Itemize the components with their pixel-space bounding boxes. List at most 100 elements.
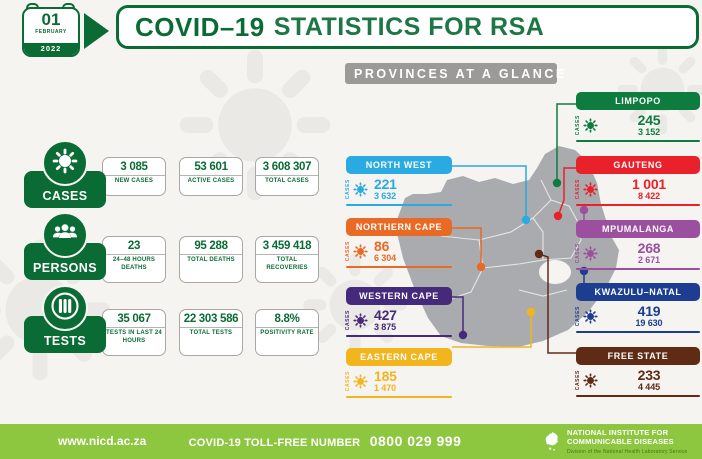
province-card-mpumalanga: MPUMALANGA CASES 268 2 671 (575, 220, 700, 270)
website-url: www.nicd.ac.za (58, 434, 147, 448)
cases-caption: CASES (345, 241, 351, 262)
cases-caption: CASES (575, 306, 581, 327)
province-underline (346, 396, 452, 398)
cases-caption: CASES (575, 115, 581, 136)
stat-label: POSITIVITY RATE (260, 330, 314, 336)
province-underline (346, 335, 452, 337)
stat-box: 53 601 ACTIVE CASES (179, 157, 243, 196)
province-new-cases: 86 (374, 237, 390, 254)
province-new-cases: 419 (637, 302, 661, 319)
summary-row-tests: TESTS 35 067 TESTS IN LAST 24 HOURS 22 3… (24, 285, 340, 365)
tollfree-label: COVID-19 TOLL-FREE NUMBER (188, 437, 361, 449)
stat-value: 35 067 (103, 310, 165, 328)
province-new-cases: 221 (374, 175, 397, 192)
stat-value: 53 601 (180, 158, 242, 176)
stat-box: 3 085 NEW CASES (102, 157, 166, 196)
virus-icon (353, 244, 368, 259)
province-underline (346, 266, 452, 268)
stat-label: TOTAL TESTS (189, 330, 233, 336)
summary-panel: CASES 3 085 NEW CASES 53 601 ACTIVE CASE… (24, 0, 344, 459)
virus-icon (583, 182, 598, 197)
province-name: EASTERN CAPE (346, 348, 452, 366)
stat-label: TOTAL CASES (265, 178, 309, 184)
stat-label: ACTIVE CASES (187, 178, 235, 184)
stat-value: 8.8% (256, 310, 318, 328)
province-name: FREE STATE (576, 347, 700, 365)
province-name: GAUTENG (576, 156, 700, 174)
date-day: 01 (41, 10, 61, 29)
province-card-free-state: FREE STATE CASES 233 4 445 (575, 347, 700, 397)
virus-icon (353, 374, 368, 389)
province-card-western-cape: WESTERN CAPE CASES 427 3 875 (345, 287, 452, 337)
cases-caption: CASES (345, 371, 351, 392)
test-bars-icon (50, 291, 80, 326)
province-underline (576, 331, 700, 333)
province-new-cases: 268 (637, 239, 661, 256)
summary-badge-label: PERSONS (33, 261, 97, 275)
province-card-northern-cape: NORTHERN CAPE CASES 86 6 304 (345, 218, 452, 268)
province-active-cases: 3 875 (374, 322, 397, 333)
stat-label: NEW CASES (114, 178, 154, 184)
org-tagline: Division of the National Health Laborato… (567, 448, 688, 455)
org-name: NATIONAL INSTITUTE FOR COMMUNICABLE DISE… (567, 428, 674, 447)
date-month: FEBRUARY (35, 28, 67, 35)
stat-value: 22 303 586 (180, 310, 242, 328)
stat-label: TOTAL RECOVERIES (266, 257, 308, 271)
province-underline (346, 204, 452, 206)
virus-icon (583, 373, 598, 388)
stat-box: 35 067 TESTS IN LAST 24 HOURS (102, 309, 166, 356)
province-new-cases: 1 001 (631, 175, 667, 192)
province-new-cases: 185 (374, 367, 397, 384)
summary-badge: CASES (24, 140, 106, 208)
page-title: COVID–19 STATISTICS FOR RSA (116, 5, 699, 49)
province-name: MPUMALANGA (576, 220, 700, 238)
summary-badge: TESTS (24, 285, 106, 353)
province-name: LIMPOPO (576, 92, 700, 110)
stat-value: 23 (103, 237, 165, 255)
tollfree-info: COVID-19 TOLL-FREE NUMBER 0800 029 999 (175, 433, 475, 451)
province-active-cases: 3 152 (637, 127, 661, 138)
nicd-logo: NATIONAL INSTITUTE FOR COMMUNICABLE DISE… (543, 428, 697, 458)
stat-value: 3 085 (103, 158, 165, 176)
province-card-north-west: NORTH WEST CASES 221 3 632 (345, 156, 452, 206)
virus-watermark (300, 250, 410, 365)
province-name: NORTH WEST (346, 156, 452, 174)
province-active-cases: 6 304 (374, 253, 397, 264)
virus-icon (583, 118, 598, 133)
province-new-cases: 245 (637, 111, 661, 128)
province-new-cases: 233 (637, 366, 661, 383)
province-underline (576, 268, 700, 270)
virus-icon (353, 313, 368, 328)
summary-badge-label: TESTS (43, 334, 87, 348)
stat-value: 95 288 (180, 237, 242, 255)
footer-bar: www.nicd.ac.za COVID-19 TOLL-FREE NUMBER… (0, 424, 702, 459)
summary-row-persons: PERSONS 23 24–48 HOURS DEATHS 95 288 TOT… (24, 212, 340, 292)
province-active-cases: 19 630 (635, 318, 663, 329)
virus-icon (52, 148, 78, 179)
summary-row-cases: CASES 3 085 NEW CASES 53 601 ACTIVE CASE… (24, 140, 340, 220)
province-card-limpopo: LIMPOPO CASES 245 3 152 (575, 92, 700, 142)
cases-caption: CASES (575, 370, 581, 391)
cases-caption: CASES (345, 179, 351, 200)
province-card-eastern-cape: EASTERN CAPE CASES 185 1 470 (345, 348, 452, 398)
people-icon (51, 219, 79, 252)
province-card-gauteng: GAUTENG CASES 1 001 8 422 (575, 156, 700, 206)
title-statistics: STATISTICS FOR RSA (273, 12, 545, 41)
virus-icon (583, 309, 598, 324)
province-active-cases: 1 470 (374, 383, 397, 394)
provinces-panel-title: PROVINCES AT A GLANCE (345, 63, 564, 84)
nicd-logo-icon (543, 430, 562, 458)
tollfree-number: 0800 029 999 (369, 433, 462, 449)
virus-icon (583, 246, 598, 261)
stat-box: 23 24–48 HOURS DEATHS (102, 236, 166, 283)
province-new-cases: 427 (374, 306, 397, 323)
province-card-kwazulu-natal: KWAZULU–NATAL CASES 419 19 630 (575, 283, 700, 333)
summary-badge: PERSONS (24, 212, 106, 280)
arrow-right-icon (84, 13, 109, 49)
province-name: WESTERN CAPE (346, 287, 452, 305)
title-covid: COVID–19 (135, 11, 265, 42)
province-active-cases: 8 422 (637, 191, 661, 202)
stat-value: 3 459 418 (256, 237, 318, 255)
